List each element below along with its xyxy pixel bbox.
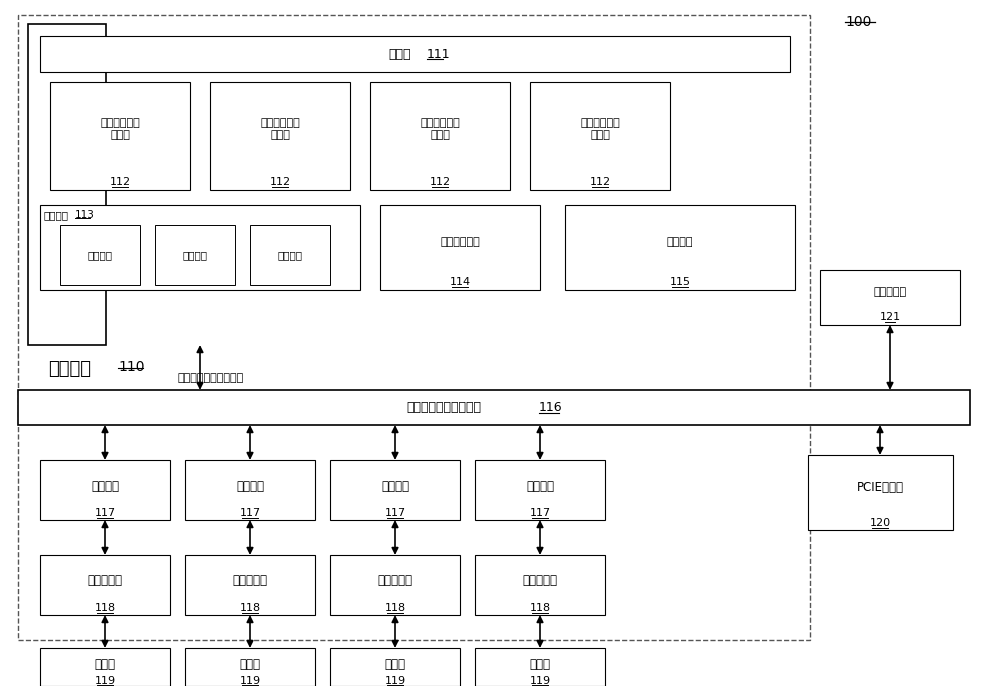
Text: 117: 117	[384, 508, 406, 518]
Bar	[40, 36, 790, 72]
Bar	[185, 648, 315, 686]
Bar	[185, 460, 315, 520]
Text: 共享存储: 共享存储	[667, 237, 693, 248]
Bar	[530, 82, 670, 190]
Text: 存储器: 存储器	[384, 657, 406, 670]
Text: 116: 116	[539, 401, 563, 414]
Text: 数据缓存: 数据缓存	[278, 250, 302, 260]
Text: 110: 110	[118, 360, 144, 374]
Bar	[155, 225, 235, 285]
Text: 113: 113	[75, 210, 95, 220]
Text: 118: 118	[94, 603, 116, 613]
Text: 100: 100	[845, 15, 871, 29]
Text: 119: 119	[239, 676, 261, 686]
Bar	[18, 390, 970, 425]
Bar	[330, 555, 460, 615]
Text: 流处理器: 流处理器	[48, 360, 91, 378]
Text: 118: 118	[384, 603, 406, 613]
Text: 指令缓存: 指令缓存	[88, 250, 112, 260]
Text: 112: 112	[589, 177, 611, 187]
Text: 二级缓存: 二级缓存	[381, 480, 409, 493]
Bar	[50, 82, 190, 190]
Text: 121: 121	[879, 312, 901, 322]
Text: 单指令多线程
处理器: 单指令多线程 处理器	[580, 118, 620, 140]
Text: 118: 118	[529, 603, 551, 613]
Text: PCIE控制器: PCIE控制器	[856, 481, 904, 494]
Text: 119: 119	[384, 676, 406, 686]
Text: 内存管理单元: 内存管理单元	[440, 237, 480, 248]
Text: 114: 114	[449, 277, 471, 287]
Bar	[28, 24, 106, 345]
Bar	[330, 460, 460, 520]
Bar	[185, 555, 315, 615]
Text: 视频编解码: 视频编解码	[873, 287, 907, 298]
Text: 单指令多线程
处理器: 单指令多线程 处理器	[420, 118, 460, 140]
Text: 一级缓存: 一级缓存	[44, 210, 69, 220]
Bar	[40, 555, 170, 615]
Bar	[808, 455, 952, 530]
Text: 存储器: 存储器	[530, 657, 550, 670]
Text: 119: 119	[529, 676, 551, 686]
Text: 117: 117	[239, 508, 261, 518]
Text: 存储控制器: 存储控制器	[232, 574, 268, 587]
Text: 112: 112	[429, 177, 451, 187]
Text: 常量缓存: 常量缓存	[182, 250, 208, 260]
Text: 存储控制器: 存储控制器	[378, 574, 413, 587]
Text: 118: 118	[239, 603, 261, 613]
Bar	[40, 648, 170, 686]
Text: 112: 112	[269, 177, 291, 187]
Bar	[40, 205, 360, 290]
Bar	[370, 82, 510, 190]
Text: 117: 117	[94, 508, 116, 518]
Bar	[60, 225, 140, 285]
Text: 112: 112	[109, 177, 131, 187]
Bar	[475, 648, 605, 686]
Text: 一个或者多个流处理器: 一个或者多个流处理器	[178, 373, 244, 383]
Text: 存储器: 存储器	[94, 657, 116, 670]
Text: 存储控制器: 存储控制器	[88, 574, 122, 587]
Bar	[820, 270, 960, 325]
Text: 117: 117	[529, 508, 551, 518]
Bar	[475, 555, 605, 615]
Bar	[18, 15, 810, 640]
Bar	[40, 460, 170, 520]
Text: 115: 115	[670, 277, 690, 287]
Bar	[250, 225, 330, 285]
Text: 存储器: 存储器	[240, 657, 260, 670]
Bar	[565, 205, 795, 290]
Text: 二级缓存: 二级缓存	[91, 480, 119, 493]
Text: 单指令多线程
处理器: 单指令多线程 处理器	[100, 118, 140, 140]
Text: 111: 111	[427, 47, 451, 60]
Bar	[380, 205, 540, 290]
Bar	[475, 460, 605, 520]
Text: 二级缓存: 二级缓存	[526, 480, 554, 493]
Text: 交叉开关矩阵或者网络: 交叉开关矩阵或者网络	[406, 401, 482, 414]
Bar	[330, 648, 460, 686]
Bar	[210, 82, 350, 190]
Text: 存储控制器: 存储控制器	[522, 574, 558, 587]
Text: 120: 120	[869, 518, 891, 528]
Text: 119: 119	[94, 676, 116, 686]
Text: 单指令多线程
处理器: 单指令多线程 处理器	[260, 118, 300, 140]
Text: 调度器: 调度器	[389, 47, 411, 60]
Text: 二级缓存: 二级缓存	[236, 480, 264, 493]
